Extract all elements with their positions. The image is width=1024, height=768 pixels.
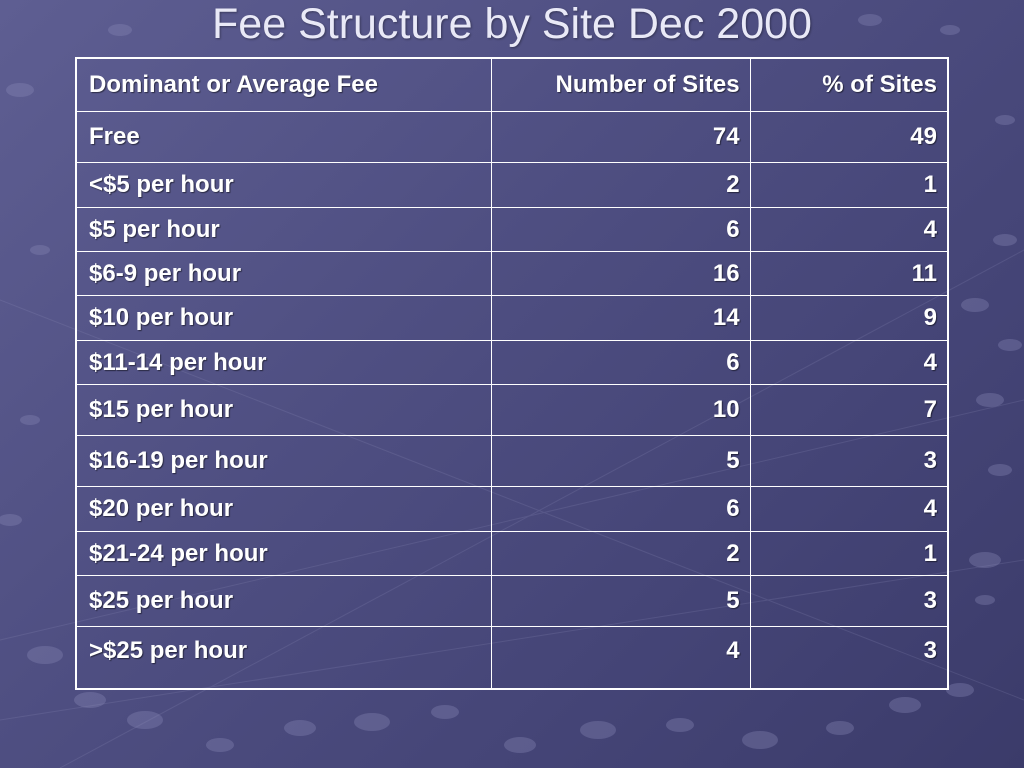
sites-count-cell: 5	[491, 435, 751, 487]
slide-title: Fee Structure by Site Dec 2000	[212, 0, 812, 48]
sites-count-cell: 4	[491, 626, 751, 689]
table-row: Free 74 49	[75, 111, 949, 163]
sites-percent-cell: 49	[749, 111, 949, 163]
sites-percent-cell: 9	[749, 295, 949, 341]
table-row: $25 per hour 5 3	[75, 575, 949, 627]
sites-percent-cell: 3	[749, 575, 949, 627]
table-row: $21-24 per hour 2 1	[75, 531, 949, 576]
sites-percent-cell: 3	[749, 626, 949, 689]
fee-cell: $16-19 per hour	[75, 435, 493, 487]
header-number-of-sites: Number of Sites	[491, 57, 751, 112]
sites-count-cell: 14	[491, 295, 751, 341]
fee-cell: $10 per hour	[75, 295, 493, 341]
sites-percent-cell: 1	[749, 162, 949, 208]
sites-count-cell: 2	[491, 162, 751, 208]
sites-count-cell: 6	[491, 207, 751, 252]
fee-cell: $15 per hour	[75, 384, 493, 436]
table-row: $5 per hour 6 4	[75, 207, 949, 252]
table-row: $15 per hour 10 7	[75, 384, 949, 436]
header-dominant-fee: Dominant or Average Fee	[75, 57, 493, 112]
sites-percent-cell: 3	[749, 435, 949, 487]
table-row: $16-19 per hour 5 3	[75, 435, 949, 487]
sites-count-cell: 5	[491, 575, 751, 627]
fee-cell: $25 per hour	[75, 575, 493, 627]
header-percent-of-sites: % of Sites	[749, 57, 949, 112]
sites-count-cell: 6	[491, 340, 751, 385]
table-row: <$5 per hour 2 1	[75, 162, 949, 208]
fee-cell: $6-9 per hour	[75, 251, 493, 296]
fee-cell: $20 per hour	[75, 486, 493, 532]
sites-percent-cell: 4	[749, 207, 949, 252]
table-row: $20 per hour 6 4	[75, 486, 949, 532]
fee-cell: Free	[75, 111, 493, 163]
fee-cell: <$5 per hour	[75, 162, 493, 208]
sites-percent-cell: 4	[749, 486, 949, 532]
sites-percent-cell: 1	[749, 531, 949, 576]
table-row: $11-14 per hour 6 4	[75, 340, 949, 385]
sites-count-cell: 2	[491, 531, 751, 576]
fee-cell: $21-24 per hour	[75, 531, 493, 576]
sites-percent-cell: 11	[749, 251, 949, 296]
sites-count-cell: 16	[491, 251, 751, 296]
table-row: $6-9 per hour 16 11	[75, 251, 949, 296]
fee-cell: >$25 per hour	[75, 626, 493, 689]
sites-count-cell: 74	[491, 111, 751, 163]
sites-count-cell: 10	[491, 384, 751, 436]
fee-cell: $5 per hour	[75, 207, 493, 252]
sites-percent-cell: 4	[749, 340, 949, 385]
table-row: $10 per hour 14 9	[75, 295, 949, 341]
table-row: >$25 per hour 4 3	[75, 626, 949, 689]
fee-structure-table: Dominant or Average Fee Number of Sites …	[75, 57, 949, 690]
sites-percent-cell: 7	[749, 384, 949, 436]
sites-count-cell: 6	[491, 486, 751, 532]
fee-cell: $11-14 per hour	[75, 340, 493, 385]
table-header-row: Dominant or Average Fee Number of Sites …	[75, 57, 949, 112]
